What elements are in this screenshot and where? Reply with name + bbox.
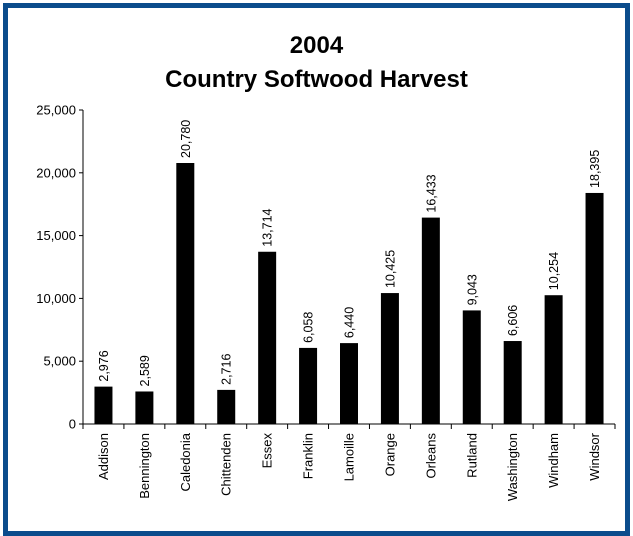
x-category-label: Franklin xyxy=(301,433,316,479)
data-label: 20,780 xyxy=(179,120,193,158)
bar xyxy=(340,343,358,424)
y-tick-label: 15,000 xyxy=(36,228,76,243)
y-tick-label: 0 xyxy=(69,417,76,432)
x-category-label: Rutland xyxy=(464,433,479,478)
bar xyxy=(258,251,277,424)
bar xyxy=(462,310,481,424)
y-tick-label: 5,000 xyxy=(43,354,76,369)
data-label: 6,606 xyxy=(506,305,520,336)
data-label: 6,440 xyxy=(343,307,357,338)
x-category-label: Washington xyxy=(505,433,520,501)
bar xyxy=(217,389,236,424)
data-label: 2,589 xyxy=(138,355,152,386)
data-label: 2,716 xyxy=(220,354,234,385)
x-category-label: Chittenden xyxy=(219,433,234,496)
bar xyxy=(421,217,440,424)
x-category-label: Windsor xyxy=(587,432,602,480)
bar xyxy=(176,163,195,424)
chart-title: 2004 xyxy=(289,32,344,59)
data-label: 16,433 xyxy=(424,174,438,212)
bar xyxy=(380,293,399,424)
x-category-label: Essex xyxy=(260,433,275,469)
x-category-label: Windham xyxy=(546,433,561,488)
data-label: 2,976 xyxy=(97,350,111,381)
data-label: 6,058 xyxy=(302,312,316,343)
chart-subtitle: Country Softwood Harvest xyxy=(165,66,468,93)
x-category-label: Orange xyxy=(382,433,397,476)
data-label: 18,395 xyxy=(588,150,602,188)
y-tick-label: 20,000 xyxy=(36,165,76,180)
bar xyxy=(94,386,113,424)
x-category-label: Caledonia xyxy=(178,432,193,491)
bar xyxy=(135,391,154,424)
y-tick-label: 10,000 xyxy=(36,291,76,306)
x-category-label: Orleans xyxy=(423,433,438,479)
data-label: 9,043 xyxy=(465,274,479,305)
data-label: 10,425 xyxy=(383,250,397,288)
x-category-label: Lamoille xyxy=(342,433,357,481)
bar xyxy=(544,295,563,424)
data-label: 10,254 xyxy=(547,252,561,290)
chart-frame: 2004 Country Softwood Harvest xyxy=(3,3,630,536)
y-tick-label: 25,000 xyxy=(36,103,76,118)
data-label: 13,714 xyxy=(261,208,275,246)
bar xyxy=(585,192,604,424)
x-category-label: Bennington xyxy=(137,433,152,499)
bar xyxy=(503,341,522,424)
x-category-label: Addison xyxy=(96,433,111,480)
bar xyxy=(299,347,318,424)
